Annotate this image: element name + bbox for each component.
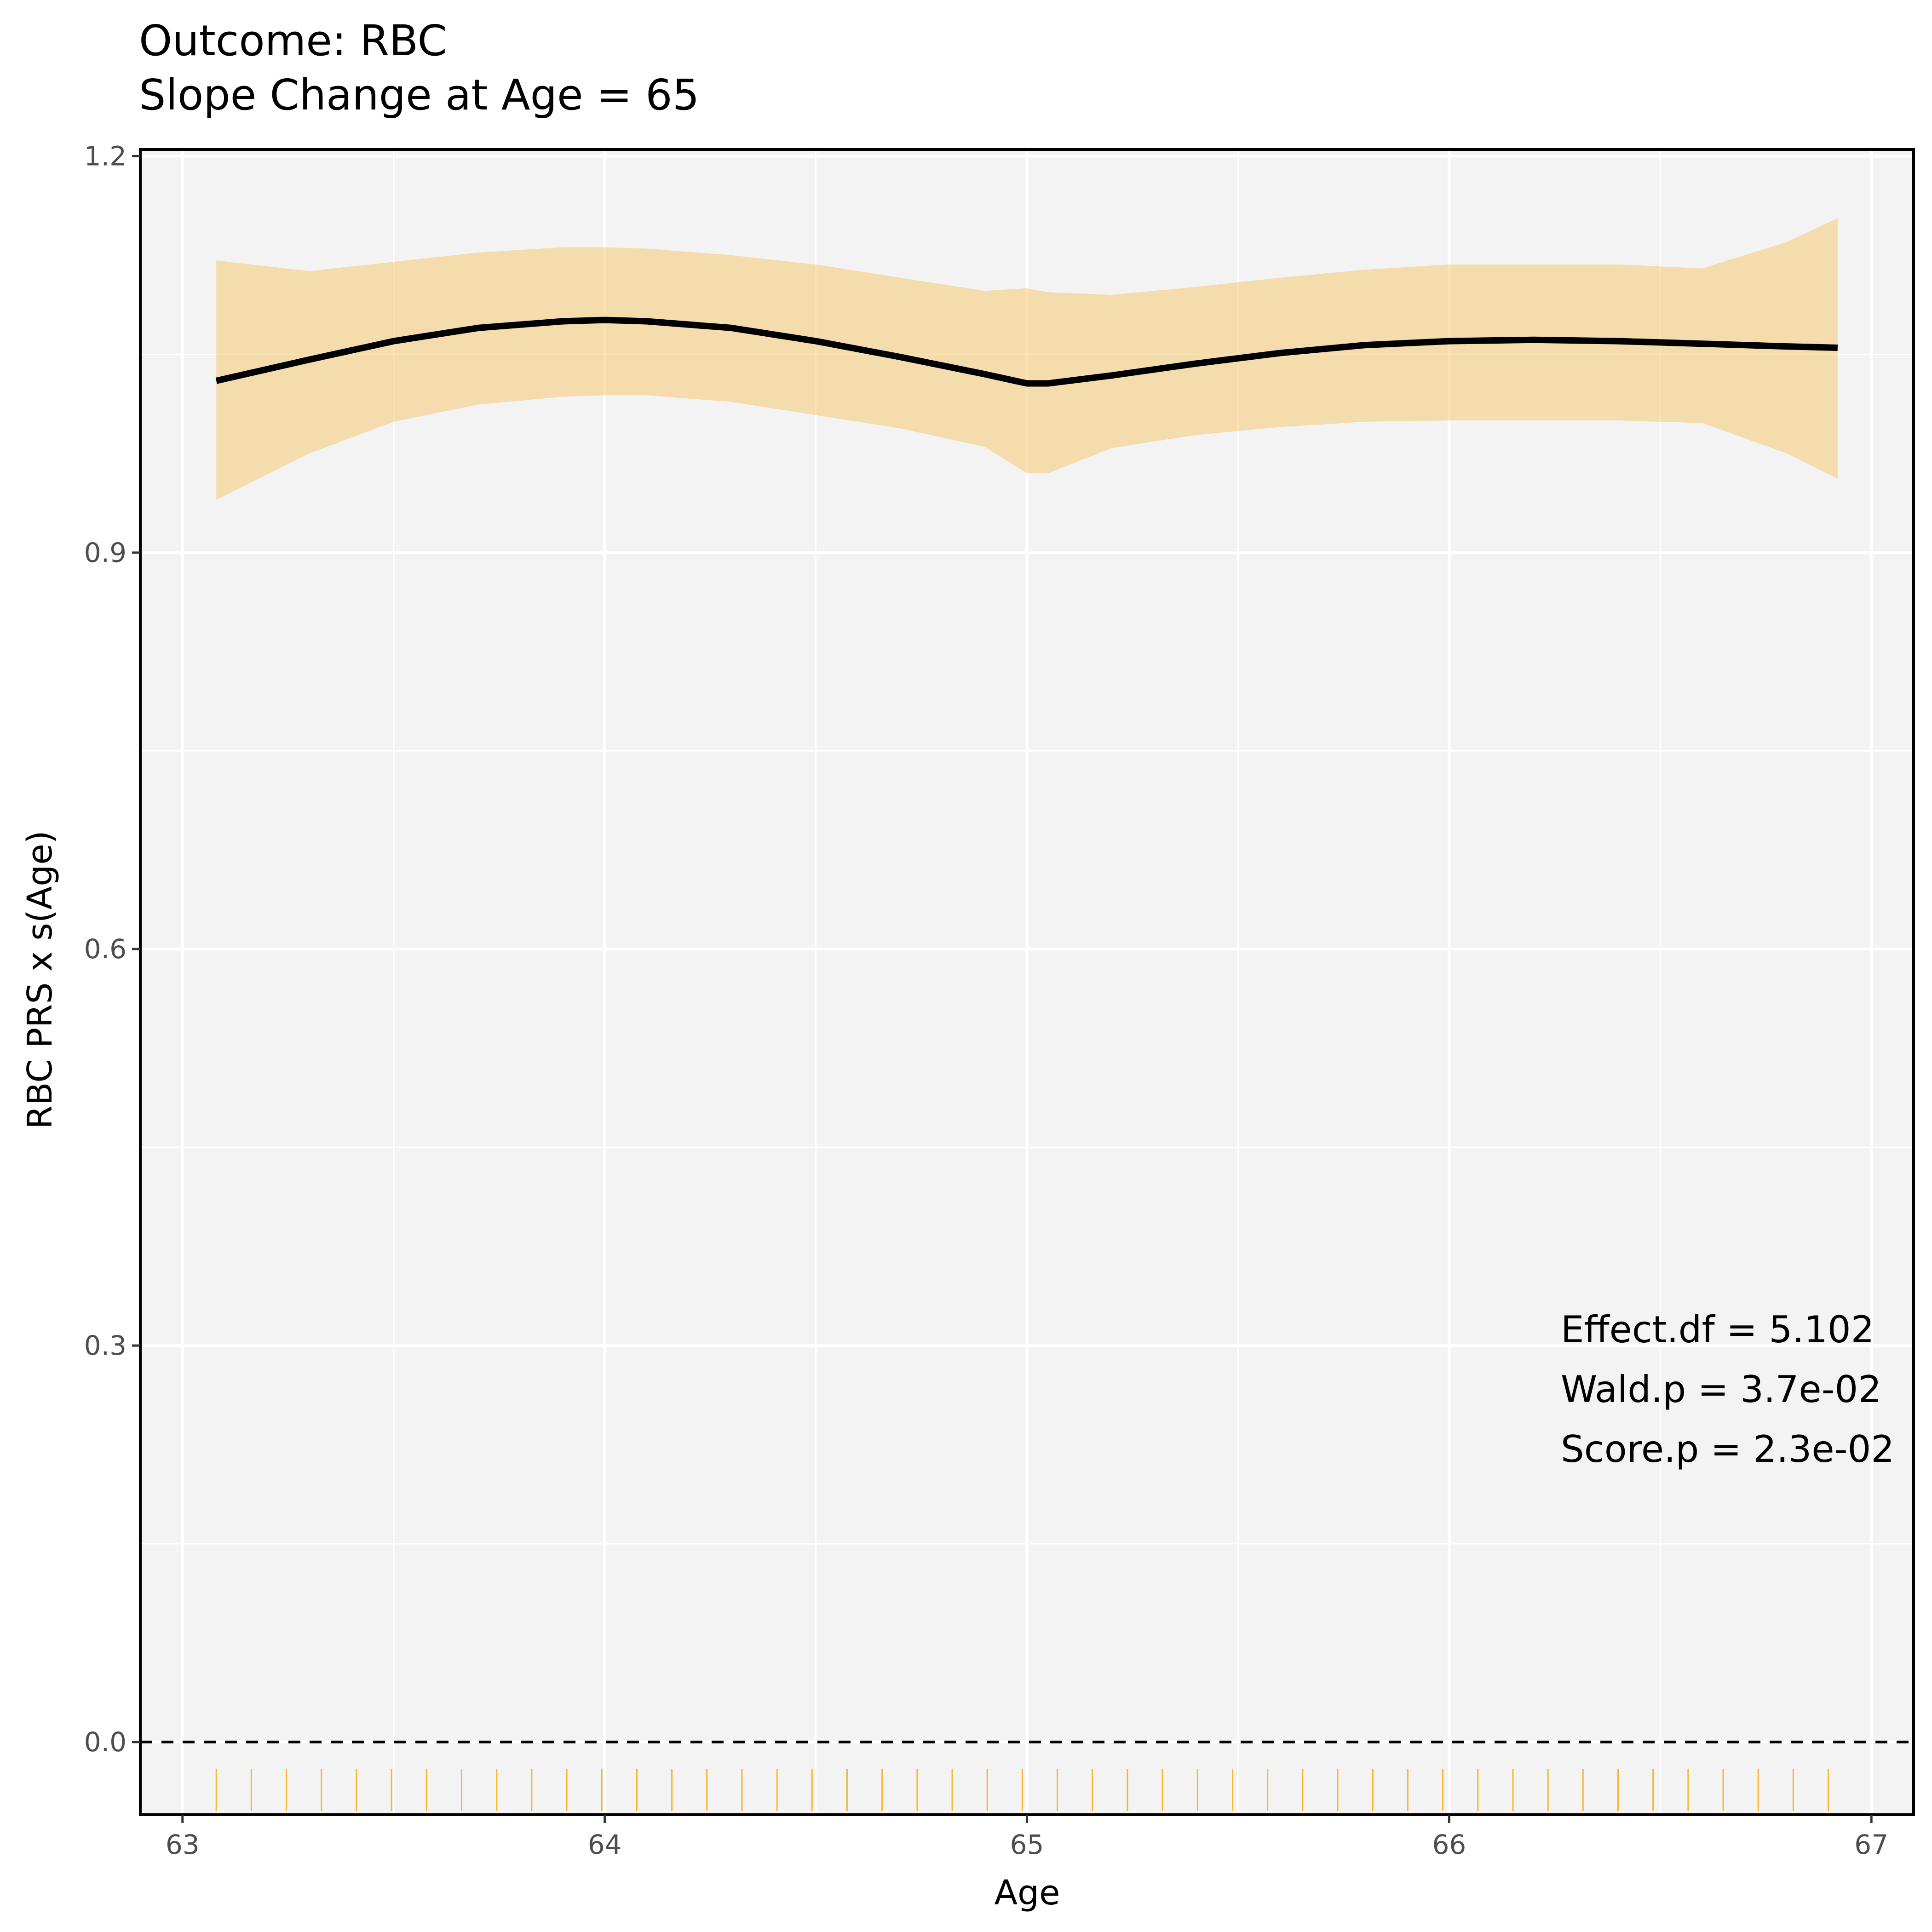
annotation-effect-df: Effect.df = 5.102 — [1561, 1308, 1874, 1351]
y-tick-label: 0.0 — [84, 1726, 126, 1758]
plot-panel — [139, 148, 1915, 1816]
confidence-ribbon — [216, 218, 1838, 500]
x-tick-label: 63 — [166, 1829, 200, 1860]
x-tick-label: 67 — [1854, 1829, 1888, 1860]
y-tick-label: 0.9 — [84, 537, 126, 568]
x-axis-title: Age — [994, 1873, 1060, 1913]
x-tick-label: 65 — [1010, 1829, 1044, 1860]
y-axis-title: RBC PRS x s(Age) — [20, 830, 60, 1129]
x-tick-label: 66 — [1432, 1829, 1466, 1860]
y-tick-label: 1.2 — [84, 140, 126, 172]
chart-title: Outcome: RBC — [139, 16, 447, 65]
x-tick-label: 64 — [588, 1829, 622, 1860]
annotation-score-p: Score.p = 2.3e-02 — [1561, 1428, 1894, 1471]
annotation-wald-p: Wald.p = 3.7e-02 — [1561, 1368, 1881, 1411]
stats-annotation: Effect.df = 5.102 Wald.p = 3.7e-02 Score… — [1561, 1308, 1894, 1471]
y-tick-label: 0.6 — [84, 933, 126, 965]
y-tick-label: 0.3 — [84, 1330, 126, 1361]
chart-subtitle: Slope Change at Age = 65 — [139, 70, 699, 120]
series-line — [215, 316, 1838, 387]
